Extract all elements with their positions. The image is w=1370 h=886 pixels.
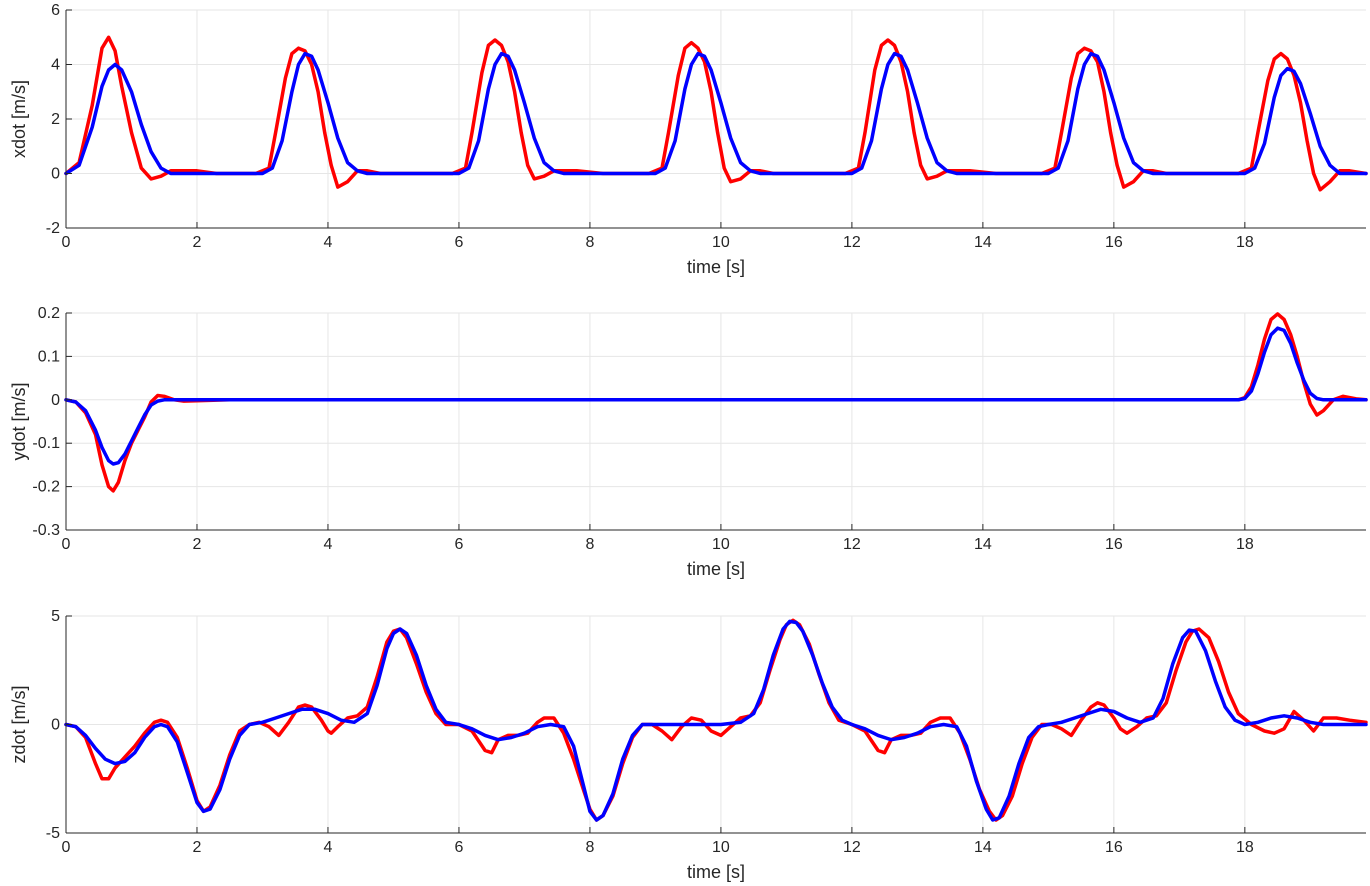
x-tick-label: 12	[843, 839, 861, 856]
x-axis-label: time [s]	[687, 862, 745, 882]
x-tick-label: 4	[324, 839, 333, 856]
x-tick-label: 16	[1105, 536, 1123, 553]
ydot-subplot: 0 2 4 6 8 10 12 14 16 18 -0.3 -0.2 -0.1 0 0.1 0.2 time […	[9, 305, 1368, 579]
x-tick-label: 10	[712, 536, 730, 553]
y-tick-label: -2	[46, 220, 60, 237]
x-tick-label: 8	[585, 536, 594, 553]
x-tick-label: 10	[712, 234, 730, 251]
x-tick-label: 0	[62, 839, 71, 856]
y-tick-label: -5	[46, 825, 60, 842]
x-tick-label: 14	[974, 839, 992, 856]
x-tick-label: 2	[193, 234, 202, 251]
y-tick-label: 6	[51, 2, 60, 19]
y-tick-label: 0.1	[38, 348, 60, 365]
x-axis-label: time [s]	[687, 257, 745, 277]
response-series-line	[64, 326, 1368, 466]
y-axis-label: xdot [m/s]	[9, 80, 29, 158]
reference-series-line	[64, 618, 1368, 822]
x-tick-label: 14	[974, 234, 992, 251]
x-tick-label: 6	[454, 234, 463, 251]
x-tick-label: 10	[712, 839, 730, 856]
y-tick-label: 0	[51, 392, 60, 409]
x-tick-label: 4	[324, 536, 333, 553]
y-tick-label: -0.2	[32, 479, 60, 496]
x-tick-label: 4	[324, 234, 333, 251]
y-tick-label: 4	[51, 57, 60, 74]
x-tick-label: 6	[454, 839, 463, 856]
x-tick-label: 18	[1236, 234, 1254, 251]
reference-series-line	[64, 35, 1368, 192]
x-tick-label: 12	[843, 536, 861, 553]
x-axis-label: time [s]	[687, 559, 745, 579]
x-tick-label: 6	[454, 536, 463, 553]
x-tick-label: 2	[193, 536, 202, 553]
x-tick-label: 16	[1105, 839, 1123, 856]
x-tick-label: 16	[1105, 234, 1123, 251]
x-tick-label: 0	[62, 536, 71, 553]
y-tick-label: 5	[51, 608, 60, 625]
y-tick-label: 0	[51, 717, 60, 734]
x-tick-label: 0	[62, 234, 71, 251]
x-tick-label: 8	[585, 234, 594, 251]
x-tick-label: 18	[1236, 536, 1254, 553]
plot-area	[66, 313, 1366, 530]
y-tick-label: 0	[51, 166, 60, 183]
x-tick-label: 14	[974, 536, 992, 553]
y-tick-label: -0.3	[32, 522, 60, 539]
y-tick-label: -0.1	[32, 435, 60, 452]
response-series-line	[64, 619, 1368, 822]
y-axis-label: zdot [m/s]	[9, 685, 29, 763]
x-tick-label: 2	[193, 839, 202, 856]
y-tick-label: 2	[51, 111, 60, 128]
x-tick-label: 8	[585, 839, 594, 856]
y-axis-label: ydot [m/s]	[9, 382, 29, 460]
response-series-line	[64, 51, 1368, 176]
x-tick-label: 18	[1236, 839, 1254, 856]
y-tick-label: 0.2	[38, 305, 60, 322]
x-tick-label: 12	[843, 234, 861, 251]
